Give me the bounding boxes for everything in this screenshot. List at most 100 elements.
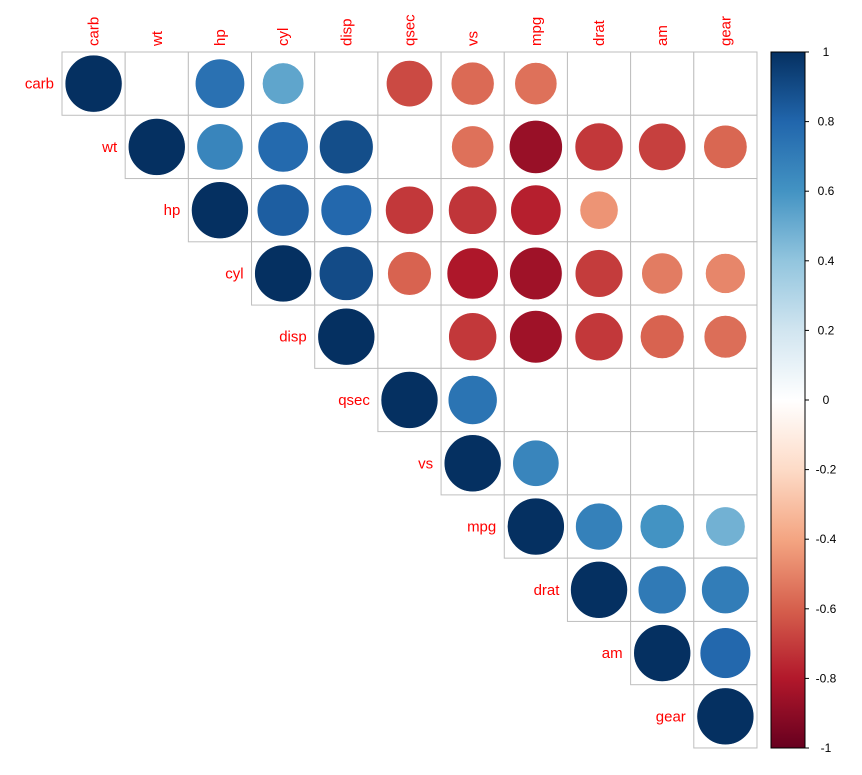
row-label-hp: hp: [164, 202, 181, 219]
corr-circle-wt-gear: [703, 124, 748, 169]
corr-circle-cyl-gear: [705, 253, 746, 294]
colorbar-tick-label--1: -1: [821, 741, 832, 755]
corr-circle-am-gear: [699, 627, 752, 679]
matrix-cells: [61, 51, 758, 749]
corr-circle-hp-disp: [320, 184, 372, 236]
grid-cell-qsec-mpg: [503, 367, 568, 433]
corr-circle-carb-cyl: [262, 62, 305, 105]
corr-circle-disp-drat: [574, 312, 624, 362]
corr-circle-wt-cyl: [257, 121, 309, 173]
grid-cell-carb-wt: [124, 51, 189, 116]
grid-cell-wt-qsec: [377, 114, 442, 180]
corr-circle-wt-wt: [127, 118, 186, 176]
column-label-vs: vs: [465, 31, 482, 46]
column-label-cyl: cyl: [275, 28, 292, 46]
row-label-mpg: mpg: [467, 519, 496, 536]
corr-circle-carb-carb: [64, 54, 123, 113]
colorbar-tick-label-0.6: 0.6: [818, 184, 835, 198]
corr-circle-mpg-drat: [575, 502, 623, 551]
colorbar-tick-label--0.2: -0.2: [816, 463, 837, 477]
grid-cell-vs-am: [630, 431, 695, 496]
corr-circle-hp-hp: [191, 181, 249, 239]
column-labels: carb wt hp cyl disp qsec vs mpg drat am gear: [86, 14, 735, 47]
corr-circle-hp-drat: [579, 190, 619, 230]
row-labels: carb wt hp cyl disp qsec vs mpg drat am gear: [25, 76, 686, 726]
colorbar-tick-label-0.4: 0.4: [818, 254, 835, 268]
column-label-gear: gear: [717, 16, 734, 46]
grid-cell-qsec-drat: [566, 367, 632, 433]
corr-circle-carb-mpg: [514, 62, 558, 106]
corr-circle-wt-vs: [451, 125, 495, 169]
grid-cell-hp-gear: [693, 178, 758, 243]
colorbar-tick-label-0.8: 0.8: [818, 115, 835, 129]
corr-circle-hp-qsec: [385, 185, 434, 235]
corr-circle-qsec-vs: [447, 375, 498, 425]
column-label-hp: hp: [212, 29, 229, 46]
column-label-am: am: [654, 25, 671, 46]
corr-circle-cyl-drat: [574, 249, 624, 298]
corr-circle-cyl-cyl: [254, 244, 312, 303]
grid-cell-vs-drat: [566, 431, 632, 496]
grid-cell-qsec-gear: [693, 367, 758, 433]
corr-circle-carb-hp: [194, 58, 245, 109]
corr-circle-wt-am: [638, 122, 687, 171]
corr-circle-mpg-am: [639, 504, 685, 549]
row-label-disp: disp: [279, 329, 307, 346]
corr-circle-wt-disp: [319, 119, 374, 175]
row-label-drat: drat: [534, 582, 561, 599]
grid-cell-carb-disp: [314, 51, 379, 116]
corr-circle-vs-vs: [443, 434, 502, 493]
grid-cell-carb-am: [630, 51, 695, 116]
colorbar-gradient: [770, 51, 806, 749]
corr-circle-mpg-gear: [705, 506, 746, 547]
colorbar-tick-label--0.4: -0.4: [816, 532, 837, 546]
corr-circle-drat-am: [637, 565, 687, 615]
row-label-carb: carb: [25, 76, 54, 93]
corr-circle-wt-hp: [196, 123, 244, 171]
grid-cell-hp-am: [630, 178, 695, 243]
row-label-gear: gear: [656, 708, 686, 725]
corr-circle-disp-vs: [448, 312, 497, 362]
corr-circle-disp-am: [640, 314, 685, 359]
column-label-qsec: qsec: [401, 14, 418, 46]
corr-circle-drat-drat: [570, 560, 628, 619]
colorbar-tick-label-0.2: 0.2: [818, 323, 835, 337]
row-label-vs: vs: [418, 455, 433, 472]
column-label-mpg: mpg: [528, 17, 545, 46]
corr-circle-wt-drat: [574, 122, 624, 172]
row-label-wt: wt: [101, 139, 118, 156]
grid-cell-qsec-am: [630, 367, 695, 433]
corr-circle-vs-mpg: [512, 439, 560, 487]
corr-circle-hp-cyl: [256, 183, 310, 237]
corr-circle-mpg-mpg: [507, 497, 565, 556]
row-label-cyl: cyl: [225, 265, 243, 282]
corr-circle-cyl-am: [641, 252, 684, 295]
column-label-wt: wt: [149, 30, 166, 47]
corr-circle-drat-gear: [701, 565, 750, 614]
corr-circle-hp-mpg: [510, 184, 562, 236]
colorbar-tick-label-0: 0: [823, 393, 830, 407]
column-label-carb: carb: [86, 17, 103, 46]
column-label-drat: drat: [591, 19, 608, 46]
corr-circle-cyl-vs: [446, 247, 499, 300]
corr-circle-qsec-qsec: [380, 371, 439, 429]
corr-circle-cyl-disp: [318, 246, 374, 301]
grid-cell-vs-gear: [693, 431, 758, 496]
column-label-disp: disp: [338, 18, 355, 46]
corr-circle-disp-gear: [703, 315, 748, 359]
color-legend: 1 0.8 0.6 0.4 0.2 0 -0.2 -0.4 -0.6 -0.8 -1: [770, 45, 837, 755]
corr-circle-disp-mpg: [509, 310, 563, 364]
corr-circle-carb-qsec: [386, 60, 433, 108]
corr-circle-carb-vs: [450, 61, 495, 106]
row-label-qsec: qsec: [338, 392, 370, 409]
colorbar-tick-label--0.8: -0.8: [816, 671, 837, 685]
colorbar-tick-label-1: 1: [823, 45, 830, 59]
grid-cell-hp-drat: [566, 178, 632, 243]
corr-circle-cyl-qsec: [387, 251, 432, 296]
corr-circle-gear-gear: [696, 687, 755, 746]
corr-circle-am-am: [633, 624, 692, 682]
grid-cell-carb-gear: [693, 51, 758, 116]
corr-circle-cyl-mpg: [509, 246, 563, 301]
corr-circle-hp-vs: [448, 185, 498, 235]
